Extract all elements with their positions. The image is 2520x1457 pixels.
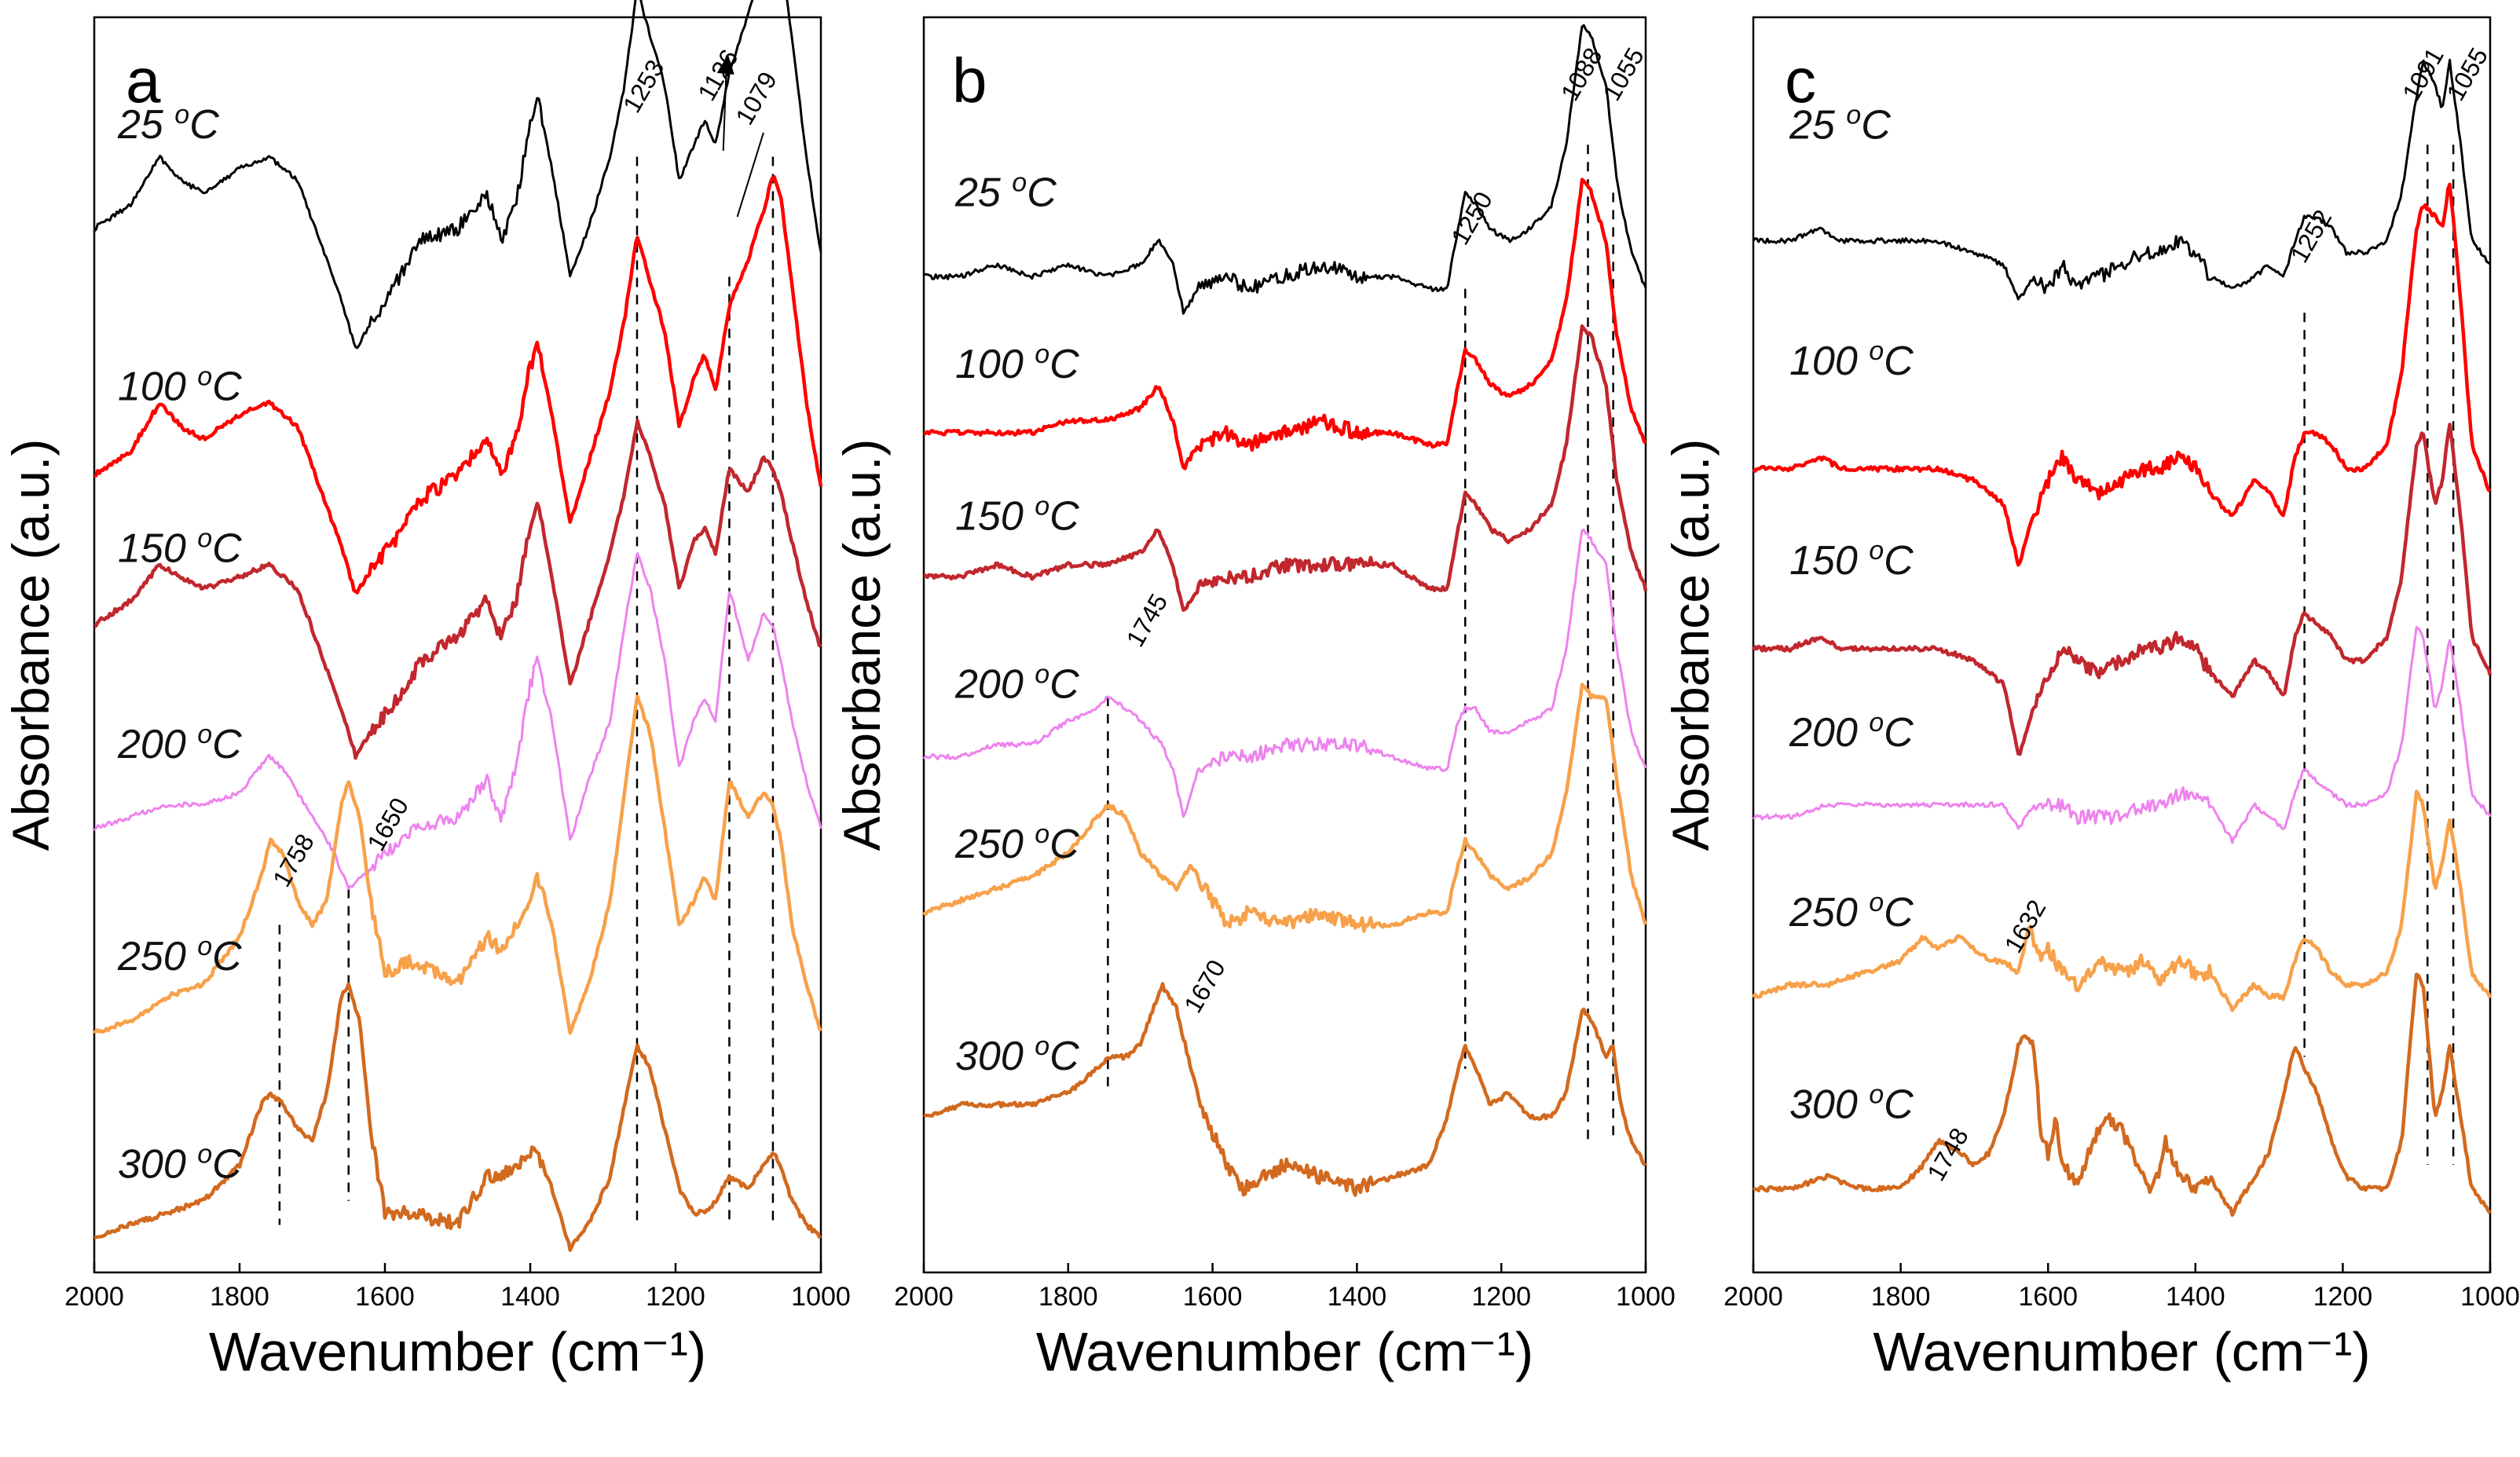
temperature-label: 300 oC xyxy=(118,1140,242,1188)
y-axis-title: Absorbance (a.u.) xyxy=(833,439,891,851)
panel-letter: b xyxy=(952,46,987,115)
spectrum-line-200C xyxy=(1752,625,2492,844)
spectrum-line-250C xyxy=(922,683,1648,933)
spectrum-line-300C xyxy=(923,982,1647,1197)
temperature-label: 25 oC xyxy=(954,167,1057,215)
temperature-label: 100 oC xyxy=(1789,336,1914,384)
spectrum-line-25C xyxy=(93,0,822,350)
x-tick-label: 1400 xyxy=(1328,1282,1387,1312)
x-tick-label: 1800 xyxy=(1038,1282,1098,1312)
spectrum-line-250C xyxy=(93,694,822,1035)
temperature-label: 150 oC xyxy=(118,523,242,571)
panel-c: 2000 1800 1600 1400 1200 1000 Wavenumber (cm⁻¹… xyxy=(1661,16,2520,1382)
temperature-label: 200 oC xyxy=(954,660,1079,708)
x-tick-label: 1600 xyxy=(1183,1282,1243,1312)
spectrum-line-150C xyxy=(923,324,1648,612)
panel-letter: a xyxy=(126,46,161,115)
panel-a: 2000 1800 1600 1400 1200 1000 Wavenumber (cm⁻¹… xyxy=(2,0,851,1382)
temperature-label: 300 oC xyxy=(955,1031,1079,1079)
spectrum-line-200C xyxy=(93,552,822,890)
plot-frame xyxy=(922,16,1647,1274)
x-tick-label: 2000 xyxy=(64,1282,124,1312)
panel-letter: c xyxy=(1785,46,1816,115)
plot-frame xyxy=(1752,16,2492,1274)
panel-b: 2000 1800 1600 1400 1200 1000 Wavenumber (cm⁻¹… xyxy=(833,16,1676,1382)
spectrum-line-150C xyxy=(93,419,822,760)
x-tick-label: 1600 xyxy=(355,1282,415,1312)
x-tick-label: 1200 xyxy=(2313,1282,2373,1312)
x-tick-label: 2000 xyxy=(894,1282,954,1312)
spectrum-line-100C xyxy=(1752,182,2492,567)
temperature-label: 150 oC xyxy=(955,491,1079,539)
peak-arrowhead xyxy=(716,53,734,75)
temperature-label: 25 oC xyxy=(117,100,219,148)
x-tick-label: 1400 xyxy=(500,1282,560,1312)
x-tick-label: 1600 xyxy=(2018,1282,2078,1312)
temperature-label: 200 oC xyxy=(117,719,242,767)
temperature-label: 250 oC xyxy=(954,819,1079,867)
peak-arrow xyxy=(722,66,727,151)
temperature-label: 100 oC xyxy=(955,339,1079,387)
spectrum-line-100C xyxy=(923,178,1647,470)
temperature-label: 150 oC xyxy=(1789,536,1914,584)
peak-leader xyxy=(736,132,764,218)
x-tick-label: 1400 xyxy=(2166,1282,2225,1312)
x-tick-label: 1200 xyxy=(1471,1282,1531,1312)
spectrum-line-300C xyxy=(93,982,822,1252)
temperature-label: 100 oC xyxy=(118,361,242,409)
temperature-label: 200 oC xyxy=(1789,708,1914,756)
x-tick-label: 1200 xyxy=(646,1282,705,1312)
x-tick-label: 1800 xyxy=(210,1282,269,1312)
spectrum-line-25C xyxy=(1752,58,2491,301)
x-tick-label: 2000 xyxy=(1723,1282,1783,1312)
x-tick-label: 1800 xyxy=(1871,1282,1931,1312)
x-axis-title: Wavenumber (cm⁻¹) xyxy=(1036,1321,1533,1382)
temperature-label: 250 oC xyxy=(117,932,242,979)
x-axis-title: Wavenumber (cm⁻¹) xyxy=(209,1321,706,1382)
spectrum-line-150C xyxy=(1752,423,2493,756)
temperature-label: 250 oC xyxy=(1789,888,1914,935)
x-tick-label: 1000 xyxy=(1616,1282,1676,1312)
spectrum-line-300C xyxy=(1753,972,2492,1217)
spectrum-line-100C xyxy=(93,174,823,595)
x-axis-title: Wavenumber (cm⁻¹) xyxy=(1873,1321,2370,1382)
spectrum-line-25C xyxy=(923,24,1647,315)
spectrum-line-200C xyxy=(922,528,1647,818)
y-axis-title: Absorbance (a.u.) xyxy=(2,439,60,851)
y-axis-title: Absorbance (a.u.) xyxy=(1661,439,1720,851)
spectrum-line-250C xyxy=(1752,789,2493,1012)
temperature-label: 25 oC xyxy=(1789,100,1891,148)
x-tick-label: 1000 xyxy=(791,1282,851,1312)
x-tick-label: 1000 xyxy=(2460,1282,2520,1312)
temperature-label: 300 oC xyxy=(1789,1080,1914,1128)
